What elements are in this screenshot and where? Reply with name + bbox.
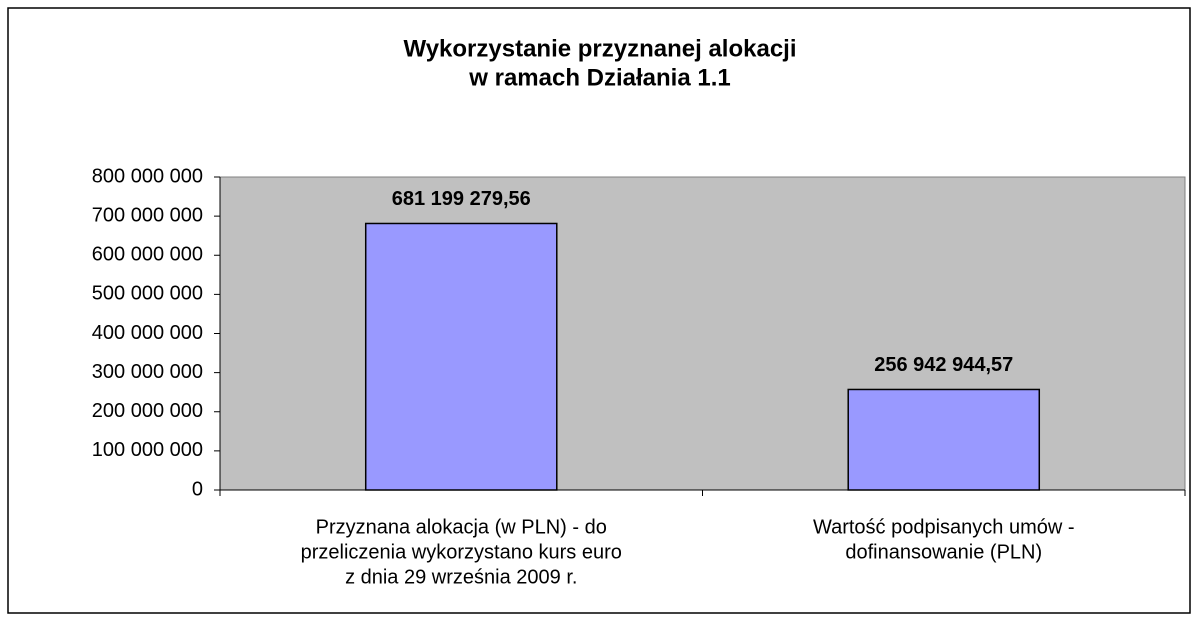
y-tick-label: 600 000 000: [92, 244, 203, 266]
y-tick-label: 300 000 000: [92, 361, 203, 383]
y-tick-label: 200 000 000: [92, 400, 203, 422]
bar: [364, 222, 558, 491]
y-tick-label: 100 000 000: [92, 439, 203, 461]
plot-area: [219, 176, 1186, 491]
chart-title: w ramach Działania 1.1: [468, 64, 730, 91]
y-tick-label: 0: [192, 478, 203, 500]
x-tick-label: z dnia 29 września 2009 r.: [345, 566, 577, 588]
x-tick-label: Wartość podpisanych umów -: [813, 516, 1075, 538]
data-label: 256 942 944,57: [874, 354, 1013, 376]
y-tick-label: 700 000 000: [92, 204, 203, 226]
data-label: 681 199 279,56: [392, 188, 531, 210]
bar: [847, 388, 1041, 491]
x-tick-label: przeliczenia wykorzystano kurs euro: [301, 541, 622, 563]
y-tick-label: 800 000 000: [92, 165, 203, 187]
chart-title: Wykorzystanie przyznanej alokacji: [403, 35, 796, 62]
x-tick-label: Przyznana alokacja (w PLN) - do: [316, 516, 607, 538]
x-tick-label: dofinansowanie (PLN): [845, 541, 1042, 563]
y-tick-label: 400 000 000: [92, 322, 203, 344]
y-tick-label: 500 000 000: [92, 283, 203, 305]
